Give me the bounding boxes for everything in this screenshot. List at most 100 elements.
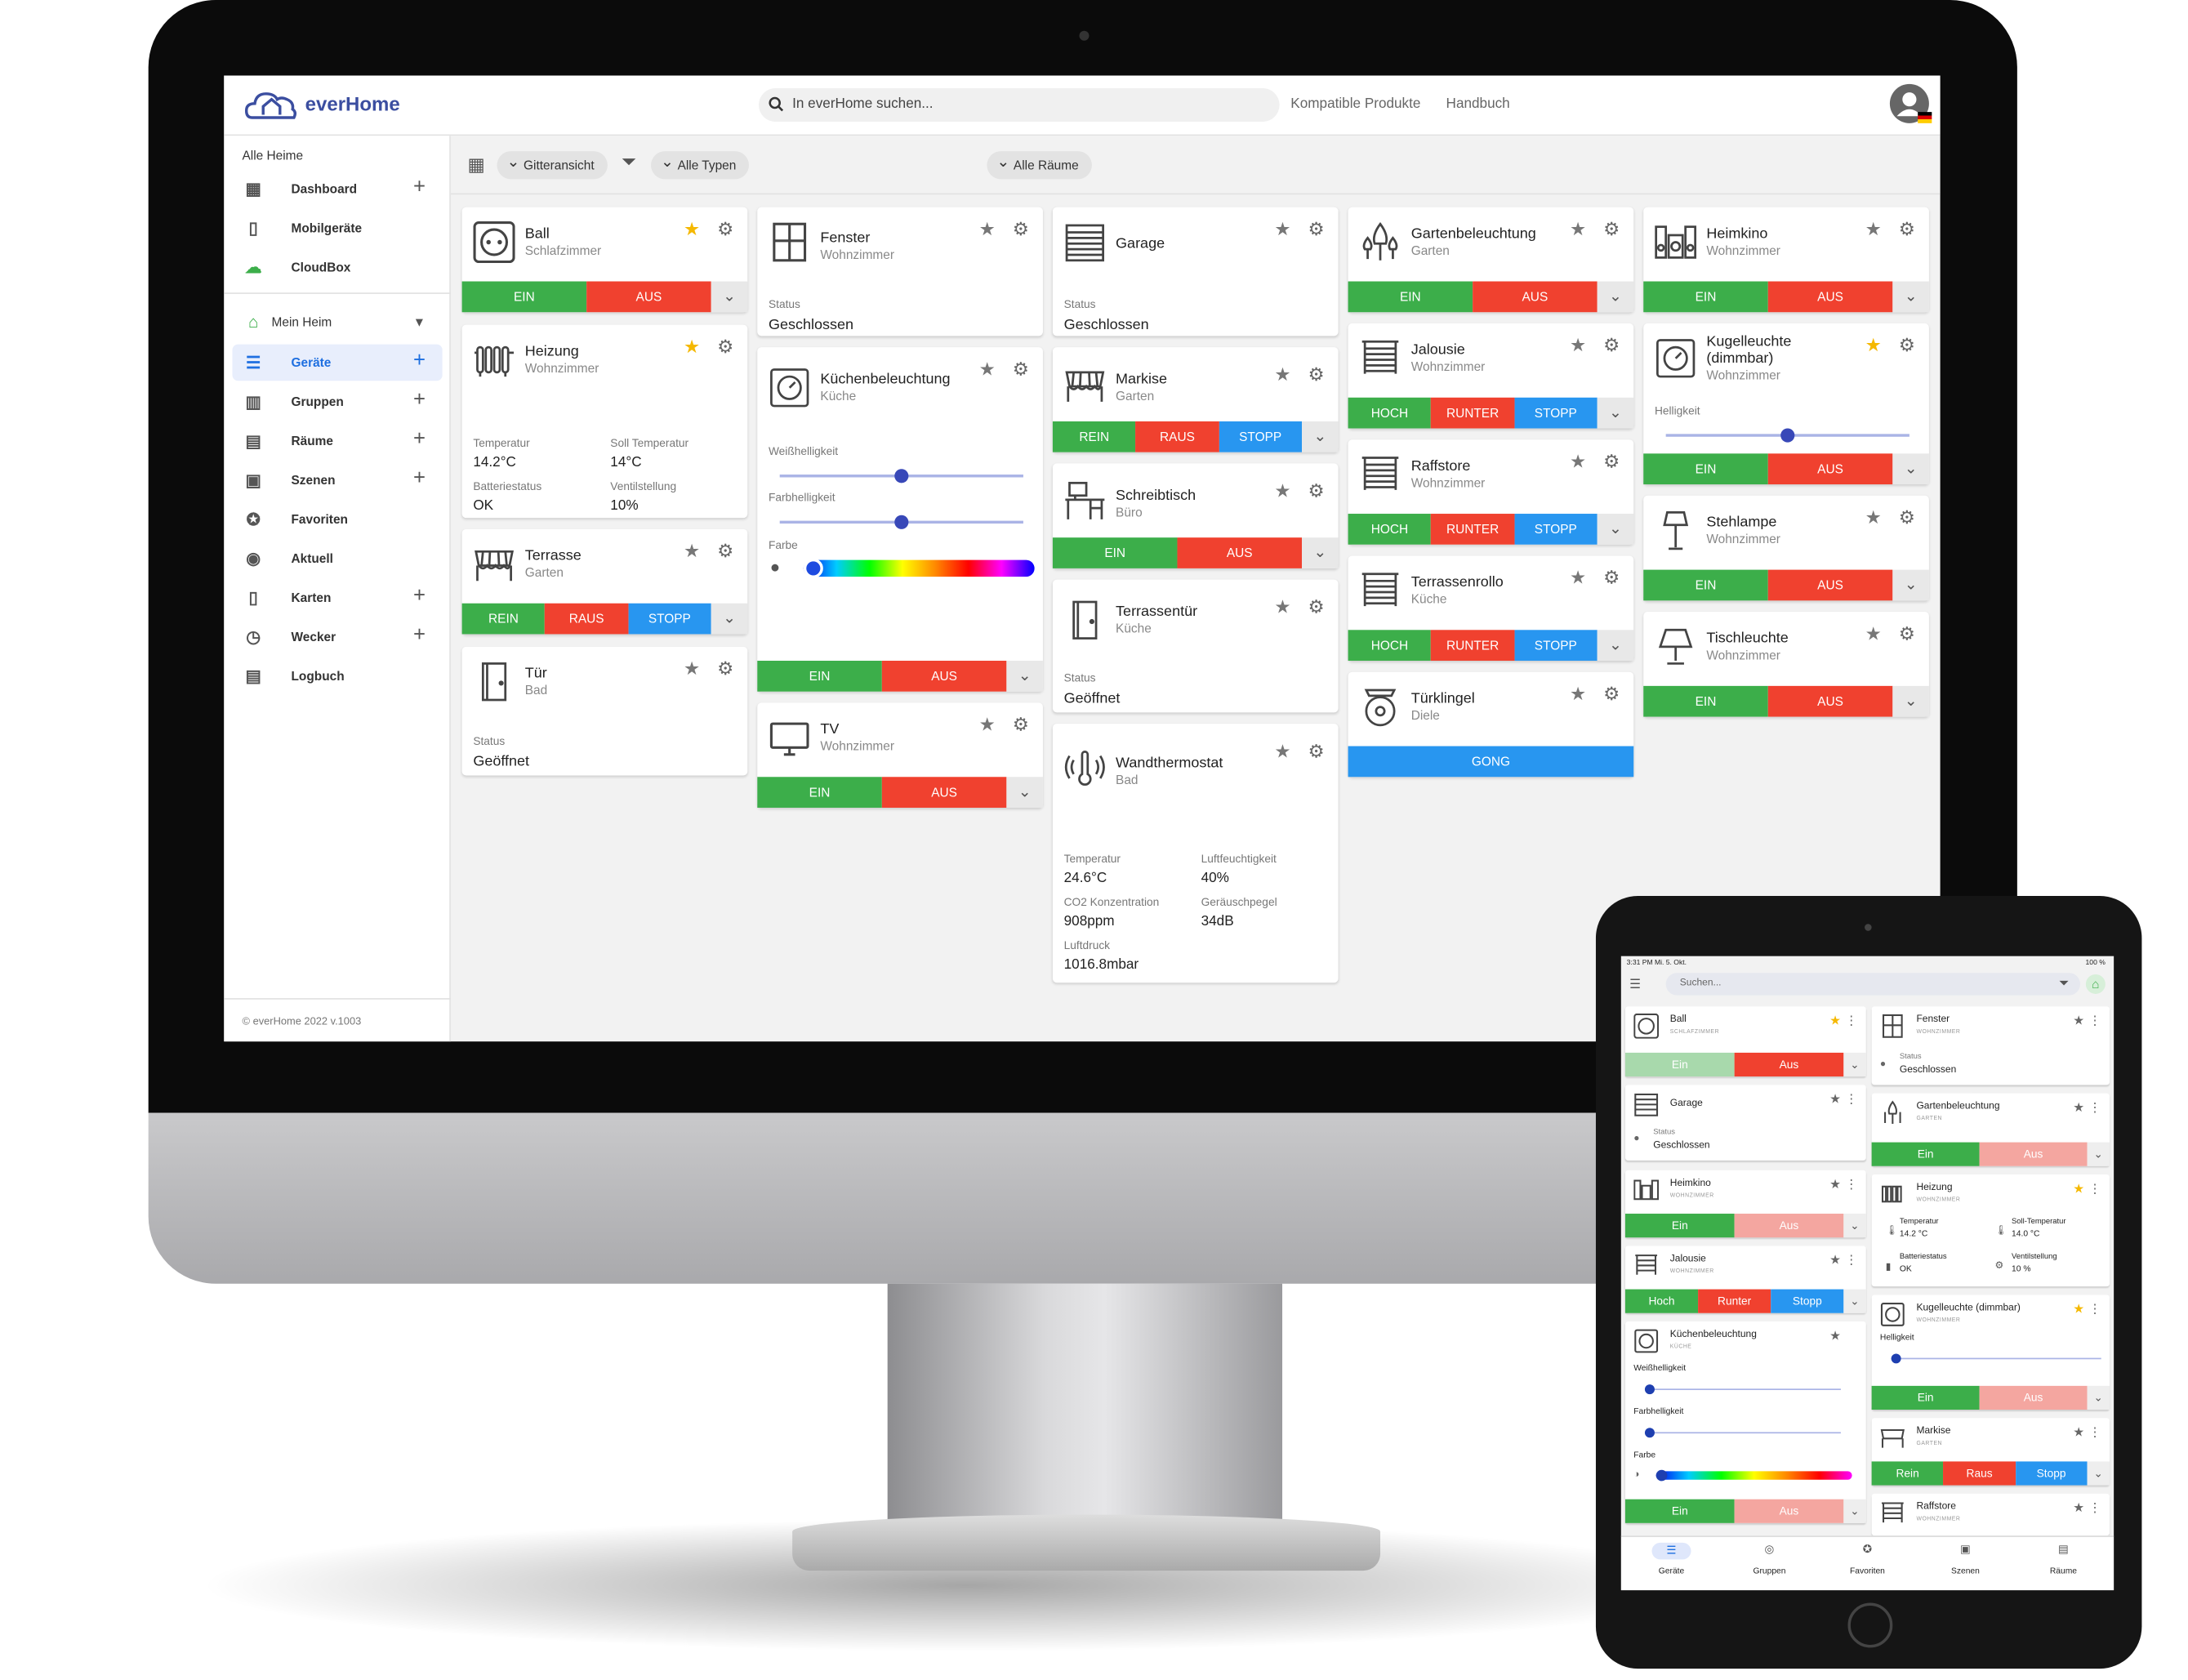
device-card-heizung[interactable]: Heizung Wohnzimmer ★ ⚙ Temperatur 14.2°C … [461,324,748,519]
chevron-down-icon[interactable]: ⌄ [1597,281,1634,313]
favorite-star-icon[interactable]: ★ [1569,567,1586,588]
settings-gear-icon[interactable]: ⚙ [1603,450,1620,472]
off-button[interactable]: AUS [1473,281,1598,313]
gong-button[interactable]: GONG [1348,746,1634,778]
favorite-star-icon[interactable]: ★ [1274,740,1291,762]
tablet-card-heizung[interactable]: Heizung WOHNZIMMER ★ ⋮ 🌡 Temperatur 14.2 °… [1871,1174,2110,1287]
tablet-card-jalousie[interactable]: Jalousie WOHNZIMMER ★ ⋮ Hoch Runter Stopp ⌄ [1624,1246,1866,1313]
sidebar-item-favoriten[interactable]: ✪ Favoriten [233,501,443,538]
more-menu-icon[interactable]: ⋮ [2088,1013,2101,1028]
chevron-down-icon[interactable]: ⌄ [1006,777,1043,808]
device-card-raffstore[interactable]: Raffstore Wohnzimmer ★ ⚙ HOCH RUNTER STOPP ⌄ [1348,439,1634,545]
add-alarm-icon[interactable]: + [413,622,426,647]
device-card-garage[interactable]: Garage ★ ⚙ Status Geschlossen [1052,207,1339,336]
down-button[interactable]: RUNTER [1431,514,1514,545]
chevron-down-icon[interactable]: ⌄ [1006,661,1043,692]
favorite-star-icon[interactable]: ★ [2073,1424,2085,1439]
sidebar-item-dashboard[interactable]: ▦ Dashboard + [233,171,443,207]
slider-knob[interactable] [803,558,823,578]
off-button[interactable]: Aus [1734,1052,1844,1077]
on-button[interactable]: EIN [1348,281,1473,313]
sidebar-item-cloudbox[interactable]: ☁ CloudBox [244,257,351,278]
nav-devices-icon[interactable]: ☰ [1651,1542,1691,1560]
device-card-tuer[interactable]: Tür Bad ★ ⚙ Status Geöffnet [461,646,748,776]
device-card-kugelleuchte[interactable]: Kugelleuchte (dimmbar) Wohnzimmer ★ ⚙ Hel… [1643,323,1929,485]
settings-gear-icon[interactable]: ⚙ [1898,218,1915,240]
on-button[interactable]: EIN [757,777,882,808]
sidebar-home-selector[interactable]: ⌂ Mein Heim ▼ [233,304,443,341]
off-button[interactable]: AUS [1767,453,1893,485]
favorite-star-icon[interactable]: ★ [2073,1500,2085,1515]
chevron-down-icon[interactable]: ⌄ [1301,421,1339,452]
favorite-star-icon[interactable]: ★ [1274,596,1291,617]
device-card-schreibtisch[interactable]: Schreibtisch Büro ★ ⚙ EIN AUS ⌄ [1052,463,1339,568]
retract-button[interactable]: Raus [1943,1461,2016,1486]
tablet-card-raffstore[interactable]: Raffstore WOHNZIMMER ★ ⋮ [1871,1493,2110,1536]
device-card-terrasse[interactable]: Terrasse Garten ★ ⚙ REIN RAUS STOPP ⌄ [461,528,748,635]
chevron-down-icon[interactable]: ⌄ [1597,397,1634,429]
favorite-star-icon[interactable]: ★ [1829,1328,1841,1343]
settings-gear-icon[interactable]: ⚙ [717,218,734,240]
slider-knob[interactable] [1891,1353,1901,1364]
off-button[interactable]: AUS [881,661,1007,692]
device-card-terrassentuer[interactable]: Terrassentür Küche ★ ⚙ Status Geöffnet [1052,579,1339,713]
slider-knob[interactable] [1780,428,1795,443]
off-button[interactable]: AUS [1767,281,1893,313]
settings-gear-icon[interactable]: ⚙ [1603,567,1620,588]
on-button[interactable]: Ein [1624,1499,1735,1523]
device-card-wandthermostat[interactable]: Wandthermostat Bad ★ ⚙ Temperatur 24.6°C … [1052,724,1339,983]
more-menu-icon[interactable]: ⋮ [2088,1500,2101,1515]
on-button[interactable]: Ein [1624,1214,1735,1238]
tablet-card-gartenbeleuchtung[interactable]: Gartenbeleuchtung GARTEN ★ ⋮ Ein Aus ⌄ [1871,1093,2110,1166]
device-card-tischleuchte[interactable]: Tischleuchte Wohnzimmer ★ ⚙ EIN AUS ⌄ [1643,612,1929,717]
favorite-star-icon[interactable]: ★ [684,540,700,562]
nav-rooms-icon[interactable]: ▤ [2057,1542,2069,1556]
more-menu-icon[interactable]: ⋮ [2088,1100,2101,1115]
device-card-stehlampe[interactable]: Stehlampe Wohnzimmer ★ ⚙ EIN AUS ⌄ [1643,495,1929,601]
more-menu-icon[interactable]: ⋮ [2088,1302,2101,1317]
stop-button[interactable]: STOPP [1513,514,1598,545]
nav-scenes-label[interactable]: Szenen [1950,1567,1980,1576]
settings-gear-icon[interactable]: ⚙ [1898,334,1915,356]
up-button[interactable]: Hoch [1624,1289,1699,1313]
tablet-card-garage[interactable]: Garage ★ ⋮ ● Status Geschlossen [1624,1085,1866,1161]
favorite-star-icon[interactable]: ★ [2073,1013,2085,1028]
settings-gear-icon[interactable]: ⚙ [717,540,734,562]
on-button[interactable]: EIN [1643,453,1768,485]
stop-button[interactable]: STOPP [1513,397,1598,429]
tablet-card-kuechenbeleuchtung[interactable]: Küchenbeleuchtung KÜCHE ★ Weißhelligkeit … [1624,1321,1866,1523]
sidebar-item-gruppen[interactable]: ▥ Gruppen + [233,384,443,421]
home-icon[interactable]: ⌂ [2085,974,2106,994]
device-card-tuerklingel[interactable]: Türklingel Diele ★ ⚙ GONG [1348,671,1634,778]
favorite-star-icon[interactable]: ★ [1274,479,1291,501]
settings-gear-icon[interactable]: ⚙ [1308,740,1325,762]
extend-button[interactable]: REIN [1052,421,1136,452]
more-menu-icon[interactable]: ⋮ [1845,1253,1858,1268]
color-brightness-slider[interactable] [1644,1428,1841,1438]
settings-gear-icon[interactable]: ⚙ [1308,218,1325,240]
chevron-down-icon[interactable]: ⌄ [711,603,748,635]
view-grid-icon[interactable]: ▦ [467,154,485,176]
sidebar-item-szenen[interactable]: ▣ Szenen + [233,462,443,499]
favorite-star-icon[interactable]: ★ [1569,683,1586,705]
up-button[interactable]: HOCH [1348,514,1432,545]
up-button[interactable]: HOCH [1348,397,1432,429]
chevron-down-icon[interactable]: ⌄ [1892,569,1929,601]
slider-knob[interactable] [1644,1384,1655,1395]
settings-gear-icon[interactable]: ⚙ [1898,622,1915,644]
nav-scenes-icon[interactable]: ▣ [1959,1542,1971,1556]
tablet-search-input[interactable]: Suchen... ⏷ [1665,973,2081,996]
settings-gear-icon[interactable]: ⚙ [717,336,734,358]
settings-gear-icon[interactable]: ⚙ [1012,358,1029,380]
add-group-icon[interactable]: + [413,387,426,412]
stop-button[interactable]: Stopp [1771,1289,1844,1313]
more-menu-icon[interactable]: ⋮ [2088,1181,2101,1196]
chevron-down-icon[interactable]: ▼ [412,314,426,329]
favorite-star-icon[interactable]: ★ [1865,506,1882,528]
favorite-star-icon[interactable]: ★ [2073,1302,2085,1317]
brightness-slider[interactable] [1665,428,1909,443]
settings-gear-icon[interactable]: ⚙ [1308,596,1325,617]
chevron-down-icon[interactable]: ⌄ [2087,1142,2110,1166]
sidebar-item-aktuell[interactable]: ◉ Aktuell [233,541,443,577]
settings-gear-icon[interactable]: ⚙ [1603,334,1620,356]
